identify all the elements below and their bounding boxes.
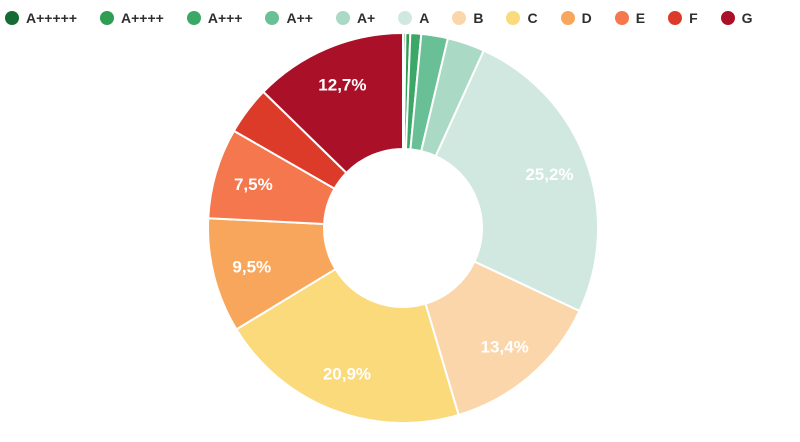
legend-item-appppp[interactable]: A+++++: [5, 10, 77, 26]
legend-item-label: A+: [356, 10, 376, 26]
legend-item-a[interactable]: A: [398, 10, 429, 26]
legend-item-label: A+++++: [26, 10, 77, 26]
legend-color-dot: [506, 11, 521, 25]
slice-percent-label-b: 13,4%: [481, 337, 529, 356]
legend-color-dot: [720, 11, 735, 25]
slice-percent-label-a: 25,2%: [525, 165, 573, 184]
legend-item-label: A++: [286, 10, 313, 26]
slice-percent-label-c: 20,9%: [323, 365, 371, 384]
slice-percent-label-g: 12,7%: [318, 75, 366, 94]
legend-item-label: C: [527, 10, 538, 26]
legend-item-label: D: [581, 10, 592, 26]
legend-color-dot: [186, 11, 201, 25]
legend-item-label: A: [419, 10, 430, 26]
legend-item-label: A++++: [121, 10, 164, 26]
legend-color-dot: [265, 11, 280, 25]
legend-color-dot: [452, 11, 467, 25]
legend-item-e[interactable]: E: [614, 10, 646, 26]
legend-item-c[interactable]: C: [506, 10, 538, 26]
slice-percent-label-e: 7,5%: [234, 175, 273, 194]
donut-slice-a[interactable]: [434, 49, 599, 313]
legend-color-dot: [335, 11, 350, 25]
legend-color-dot: [398, 11, 413, 25]
legend-item-f[interactable]: F: [668, 10, 698, 26]
donut-slice-c[interactable]: [235, 268, 460, 424]
legend-color-dot: [560, 11, 575, 25]
legend-item-b[interactable]: B: [452, 10, 483, 26]
legend-color-dot: [668, 11, 683, 25]
legend-item-label: A+++: [207, 10, 243, 26]
legend-item-label: B: [473, 10, 484, 26]
legend-item-apppp[interactable]: A++++: [100, 10, 164, 26]
legend-item-label: F: [689, 10, 698, 26]
donut-slice-g[interactable]: [262, 32, 404, 174]
legend-color-dot: [5, 11, 19, 25]
legend-item-d[interactable]: D: [560, 10, 592, 26]
legend-item-g[interactable]: G: [720, 10, 753, 26]
legend-item-appp[interactable]: A+++: [186, 10, 243, 26]
slice-percent-label-d: 9,5%: [232, 257, 271, 276]
legend-item-ap[interactable]: A+: [335, 10, 376, 26]
donut-slice-b[interactable]: [424, 260, 581, 416]
legend-color-dot: [100, 11, 114, 25]
legend-item-app[interactable]: A++: [265, 10, 313, 26]
legend-color-dot: [614, 11, 629, 25]
legend-item-label: G: [741, 10, 753, 26]
legend-item-label: E: [635, 10, 646, 26]
chart-legend: A+++++ A++++ A+++ A++ A+ A B C D E F G: [0, 0, 800, 28]
